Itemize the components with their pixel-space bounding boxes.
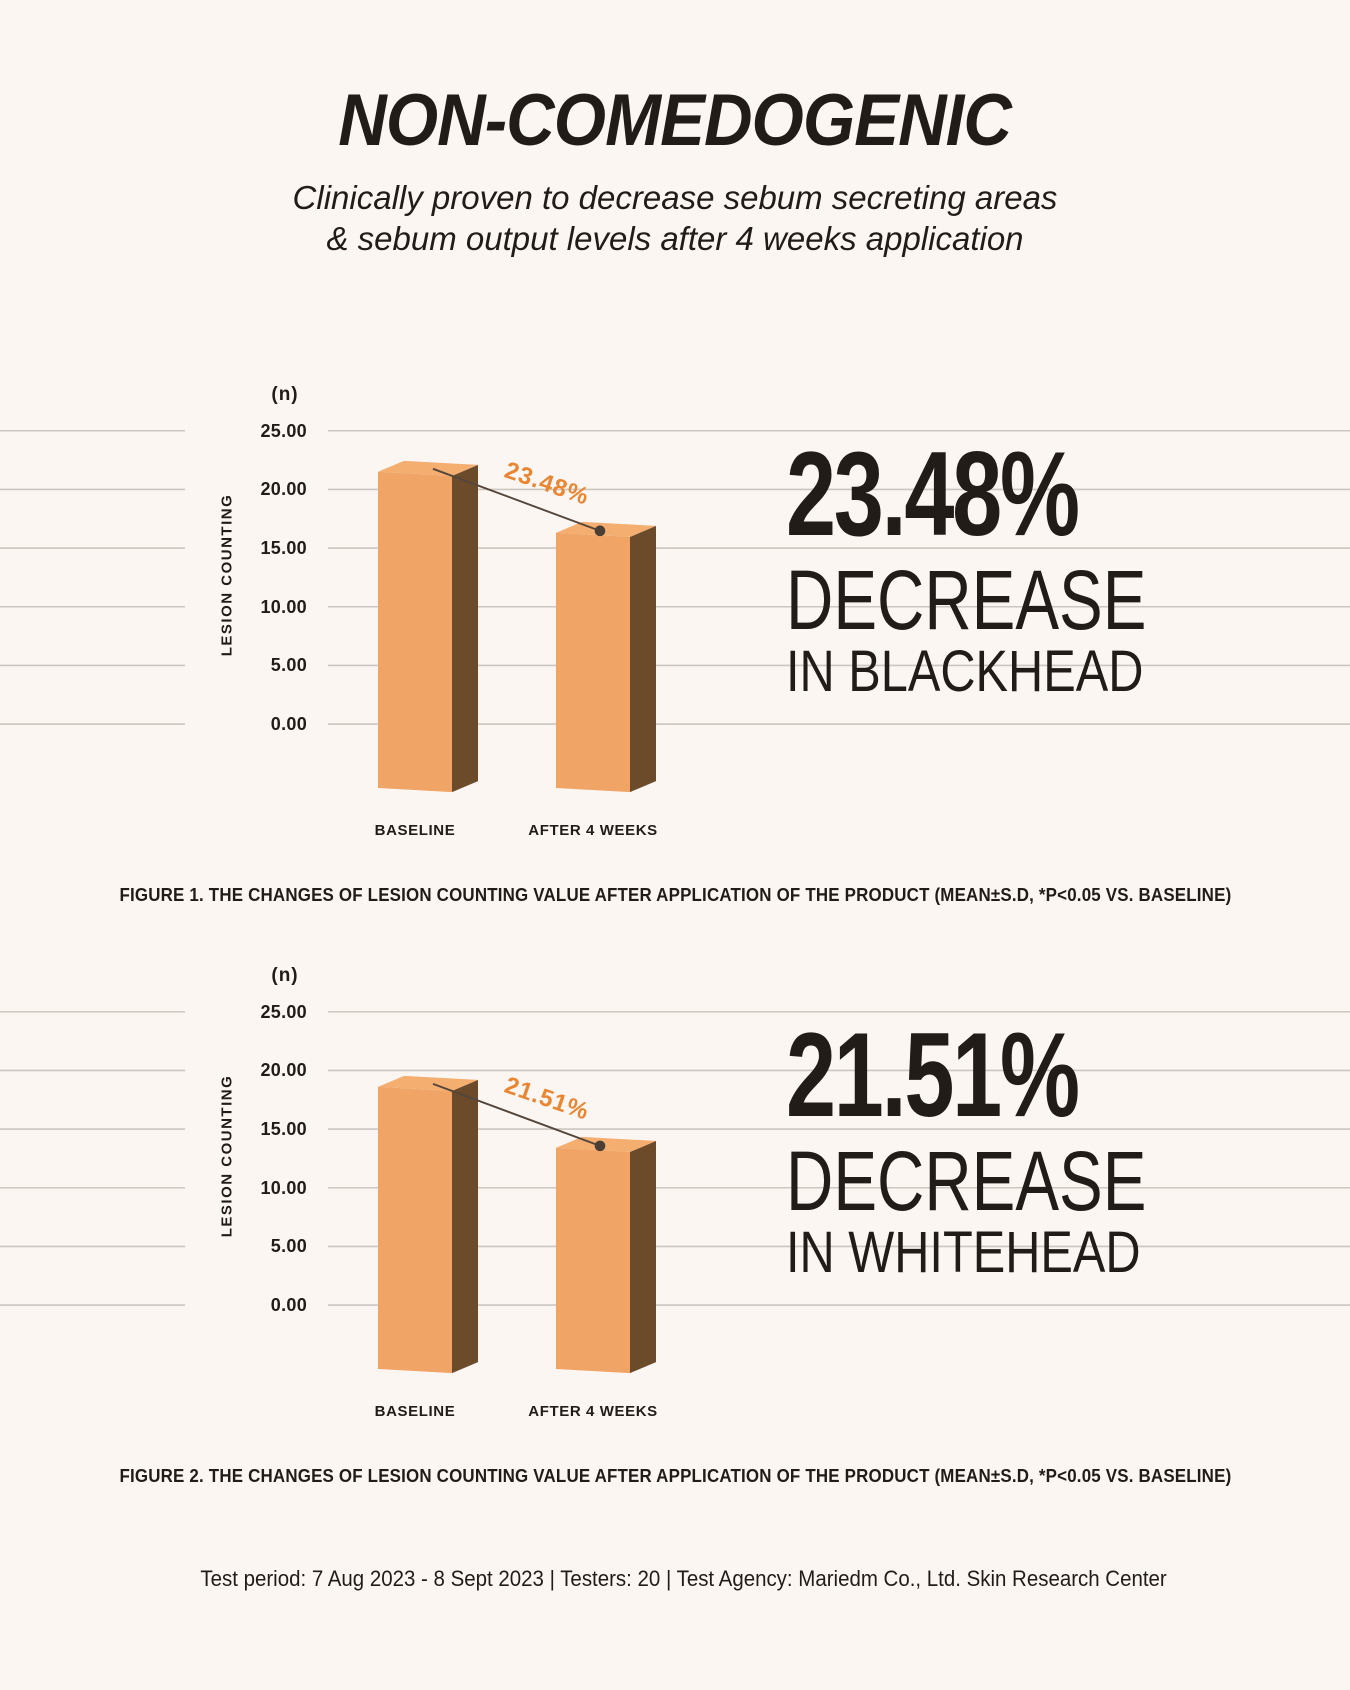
bar-front-face <box>378 1086 452 1374</box>
bar-top-face <box>556 521 656 537</box>
category-label: BASELINE <box>374 1403 456 1420</box>
headline-percentage: 21.51% <box>786 1008 1080 1142</box>
headline-target-label: IN BLACKHEAD <box>786 639 1144 704</box>
page-title: NON-COMEDOGENIC <box>338 80 1013 161</box>
figure-caption: FIGURE 1. THE CHANGES OF LESION COUNTING… <box>119 885 1231 905</box>
y-tick-label: 20.00 <box>260 479 307 500</box>
bar-front-face <box>556 1147 630 1374</box>
category-label: BASELINE <box>374 822 456 839</box>
y-tick-label: 20.00 <box>260 1060 307 1081</box>
category-label: AFTER 4 WEEKS <box>528 822 658 839</box>
headline-decrease-label: DECREASE <box>786 1134 1147 1228</box>
y-tick-label: 15.00 <box>260 1119 307 1140</box>
annotation-dot <box>594 1140 606 1152</box>
y-tick-label: 10.00 <box>260 596 307 617</box>
y-axis-unit-label: (n) <box>271 384 299 405</box>
bar-top-face <box>378 1075 478 1091</box>
bar-side-face <box>630 525 656 793</box>
y-axis-title: LESION COUNTING <box>218 1074 236 1238</box>
figure-caption: FIGURE 2. THE CHANGES OF LESION COUNTING… <box>119 1466 1231 1486</box>
y-tick-label: 0.00 <box>270 714 307 735</box>
subtitle-line-2: & sebum output levels after 4 weeks appl… <box>326 220 1024 257</box>
annotation-dot <box>594 525 606 537</box>
blackhead-bar-chart: 23.48% <box>0 429 1350 793</box>
footer: Test period: 7 Aug 2023 - 8 Sept 2023 | … <box>0 1566 1350 1592</box>
headline-decrease-label: DECREASE <box>786 553 1147 647</box>
figure-2-whitehead-chart: 21.51% (n) LESION COUNTING 21.51% DECREA… <box>0 581 1350 1690</box>
bar-top-face <box>378 460 478 476</box>
y-tick-label: 5.00 <box>270 655 307 676</box>
category-label: AFTER 4 WEEKS <box>528 1403 658 1420</box>
y-tick-label: 15.00 <box>260 538 307 559</box>
y-axis-unit-label: (n) <box>271 965 299 986</box>
footer-note: Test period: 7 Aug 2023 - 8 Sept 2023 | … <box>200 1566 1168 1591</box>
subtitle-line-1: Clinically proven to decrease sebum secr… <box>292 179 1058 216</box>
y-tick-label: 25.00 <box>260 1001 307 1022</box>
annotation-line <box>432 1082 601 1147</box>
annotation-percentage-label: 23.48% <box>501 457 592 511</box>
annotation-line <box>432 467 601 532</box>
bar-side-face <box>452 1079 478 1374</box>
bar-front-face <box>378 471 452 793</box>
headline-percentage: 23.48% <box>786 427 1080 561</box>
y-tick-label: 5.00 <box>270 1236 307 1257</box>
bar-side-face <box>630 1140 656 1374</box>
bar-top-face <box>556 1136 656 1152</box>
y-tick-label: 10.00 <box>260 1177 307 1198</box>
bar-side-face <box>452 464 478 793</box>
bar-front-face <box>556 532 630 793</box>
y-tick-label: 0.00 <box>270 1295 307 1316</box>
headline-target-label: IN WHITEHEAD <box>786 1220 1141 1285</box>
whitehead-bar-chart: 21.51% <box>0 1010 1350 1374</box>
y-tick-label: 25.00 <box>260 420 307 441</box>
annotation-percentage-label: 21.51% <box>501 1072 592 1126</box>
figure-1-blackhead-chart: 23.48% (n) LESION COUNTING 23.48% DECREA… <box>0 384 1350 905</box>
